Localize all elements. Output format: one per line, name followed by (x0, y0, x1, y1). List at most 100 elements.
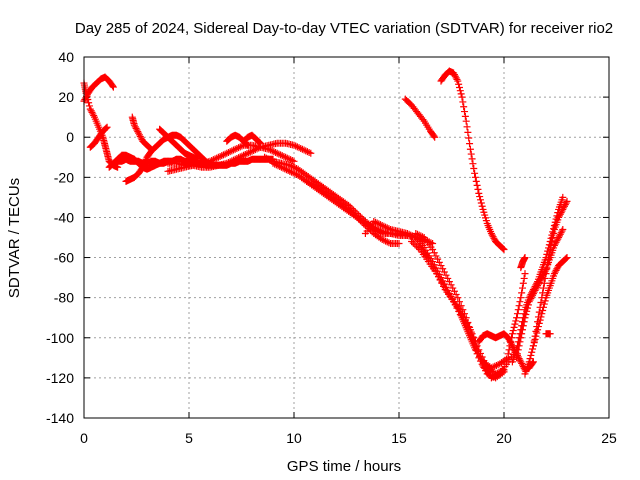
data-point (561, 201, 569, 209)
data-point (429, 263, 437, 271)
data-point (508, 330, 516, 338)
data-point (475, 189, 483, 197)
data-point (403, 229, 411, 237)
data-point (535, 308, 543, 316)
data-point (553, 237, 561, 245)
data-point (463, 319, 471, 327)
data-point (231, 145, 239, 153)
data-point (544, 260, 552, 268)
data-point (534, 313, 542, 321)
data-point (517, 334, 525, 342)
data-point (432, 252, 440, 260)
data-point (469, 160, 477, 168)
data-point (551, 268, 559, 276)
data-point (499, 245, 507, 253)
data-point (228, 147, 236, 155)
data-point (438, 279, 446, 287)
data-point (541, 274, 549, 282)
data-point (500, 246, 508, 254)
data-point (409, 239, 417, 247)
data-point (467, 150, 475, 158)
data-point (473, 342, 481, 350)
data-point (463, 123, 471, 131)
data-point (543, 265, 551, 273)
data-point (512, 317, 520, 325)
data-point (272, 148, 280, 156)
data-point (466, 145, 474, 153)
data-point (377, 221, 385, 229)
data-point (488, 231, 496, 239)
data-point (526, 296, 534, 304)
data-point (559, 225, 567, 233)
data-point (498, 367, 506, 375)
data-point (460, 103, 468, 111)
data-point (383, 224, 391, 232)
x-tick-label: 5 (185, 430, 193, 446)
data-point (490, 234, 498, 242)
data-point (430, 132, 438, 140)
data-point (468, 155, 476, 163)
data-point (439, 265, 447, 273)
data-point (493, 369, 501, 377)
data-point (478, 202, 486, 210)
data-point (524, 301, 532, 309)
data-point (279, 164, 287, 172)
data-point (346, 207, 354, 215)
data-point (562, 199, 570, 207)
data-point (292, 142, 300, 150)
data-point (560, 204, 568, 212)
data-point (243, 150, 251, 158)
data-point (556, 230, 564, 238)
x-tick-label: 25 (601, 430, 617, 446)
data-point (288, 156, 296, 164)
data-point (83, 92, 91, 100)
chart-title: Day 285 of 2024, Sidereal Day-to-day VTE… (75, 20, 613, 37)
data-point (226, 158, 234, 166)
data-point (440, 282, 448, 290)
data-point (283, 154, 291, 162)
data-point (243, 140, 251, 148)
data-point (109, 83, 117, 91)
data-point (458, 310, 466, 318)
data-point (411, 241, 419, 249)
data-point (557, 209, 565, 217)
data-point (462, 117, 470, 125)
data-point (527, 351, 535, 359)
data-point (433, 270, 441, 278)
data-point (537, 298, 545, 306)
data-point (460, 313, 468, 321)
data-point (430, 249, 438, 257)
data-point (230, 146, 238, 154)
data-point (532, 327, 540, 335)
data-point (518, 361, 526, 369)
data-point (455, 298, 463, 306)
y-tick-label: -40 (54, 209, 74, 225)
data-point (264, 155, 272, 163)
y-axis-label: SDTVAR / TECUs (6, 178, 23, 298)
data-point (132, 124, 140, 132)
data-point (147, 145, 155, 153)
data-point (133, 126, 141, 134)
data-point (521, 314, 529, 322)
data-point (557, 229, 565, 237)
data-point (216, 152, 224, 160)
data-point (524, 304, 532, 312)
data-point (265, 145, 273, 153)
data-point (284, 167, 292, 175)
data-point (545, 250, 553, 258)
data-point (270, 148, 278, 156)
data-point (495, 368, 503, 376)
data-point (527, 294, 535, 302)
data-point (529, 290, 537, 298)
data-point (497, 367, 505, 375)
data-point (373, 219, 381, 227)
data-point (277, 151, 285, 159)
data-point (540, 269, 548, 277)
data-point (450, 69, 458, 77)
data-point (472, 177, 480, 185)
data-point (516, 338, 524, 346)
data-point (419, 233, 427, 241)
data-point (101, 125, 109, 133)
data-point (518, 289, 526, 297)
data-point (211, 155, 219, 163)
